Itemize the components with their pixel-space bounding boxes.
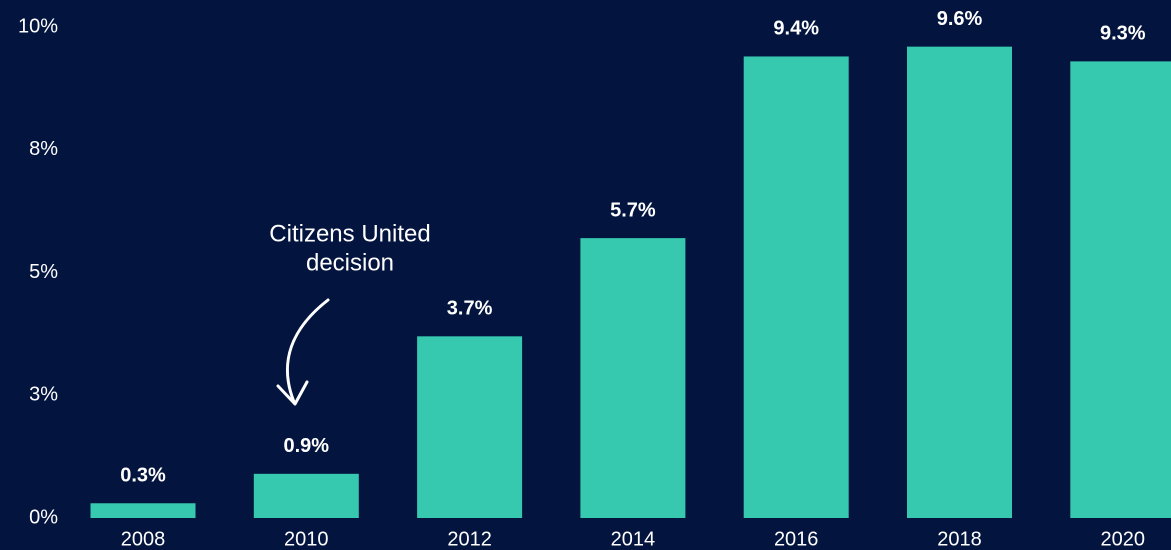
x-tick-label: 2014	[611, 528, 656, 550]
bar	[1070, 61, 1171, 519]
value-label: 9.6%	[937, 8, 983, 30]
x-tick-label: 2008	[121, 528, 166, 550]
y-tick-label: 3%	[29, 384, 58, 406]
x-tick-label: 2010	[284, 528, 329, 550]
annotation-arrow	[286, 298, 330, 404]
x-tick-label: 2020	[1101, 528, 1146, 550]
annotation: decision	[306, 249, 394, 276]
y-tick-label: 0%	[29, 506, 58, 528]
bar	[253, 473, 359, 518]
bar	[90, 503, 196, 518]
arrow-head	[276, 380, 309, 406]
y-tick-label: 8%	[29, 138, 58, 160]
value-label: 0.3%	[120, 465, 166, 487]
value-label: 5.7%	[610, 199, 656, 221]
annotation: Citizens United	[269, 220, 430, 247]
bar	[580, 238, 686, 518]
value-label: 9.4%	[773, 18, 819, 40]
bar	[907, 46, 1012, 518]
x-tick-label: 2016	[774, 528, 819, 550]
y-tick-label: 10%	[18, 15, 58, 37]
x-tick-label: 2012	[447, 528, 492, 550]
value-label: 9.3%	[1100, 23, 1146, 45]
bar	[743, 56, 849, 519]
value-label: 3.7%	[447, 298, 493, 320]
y-tick-label: 5%	[29, 261, 58, 283]
value-label: 0.9%	[284, 435, 330, 457]
x-tick-label: 2018	[937, 528, 982, 550]
bar	[417, 336, 523, 518]
